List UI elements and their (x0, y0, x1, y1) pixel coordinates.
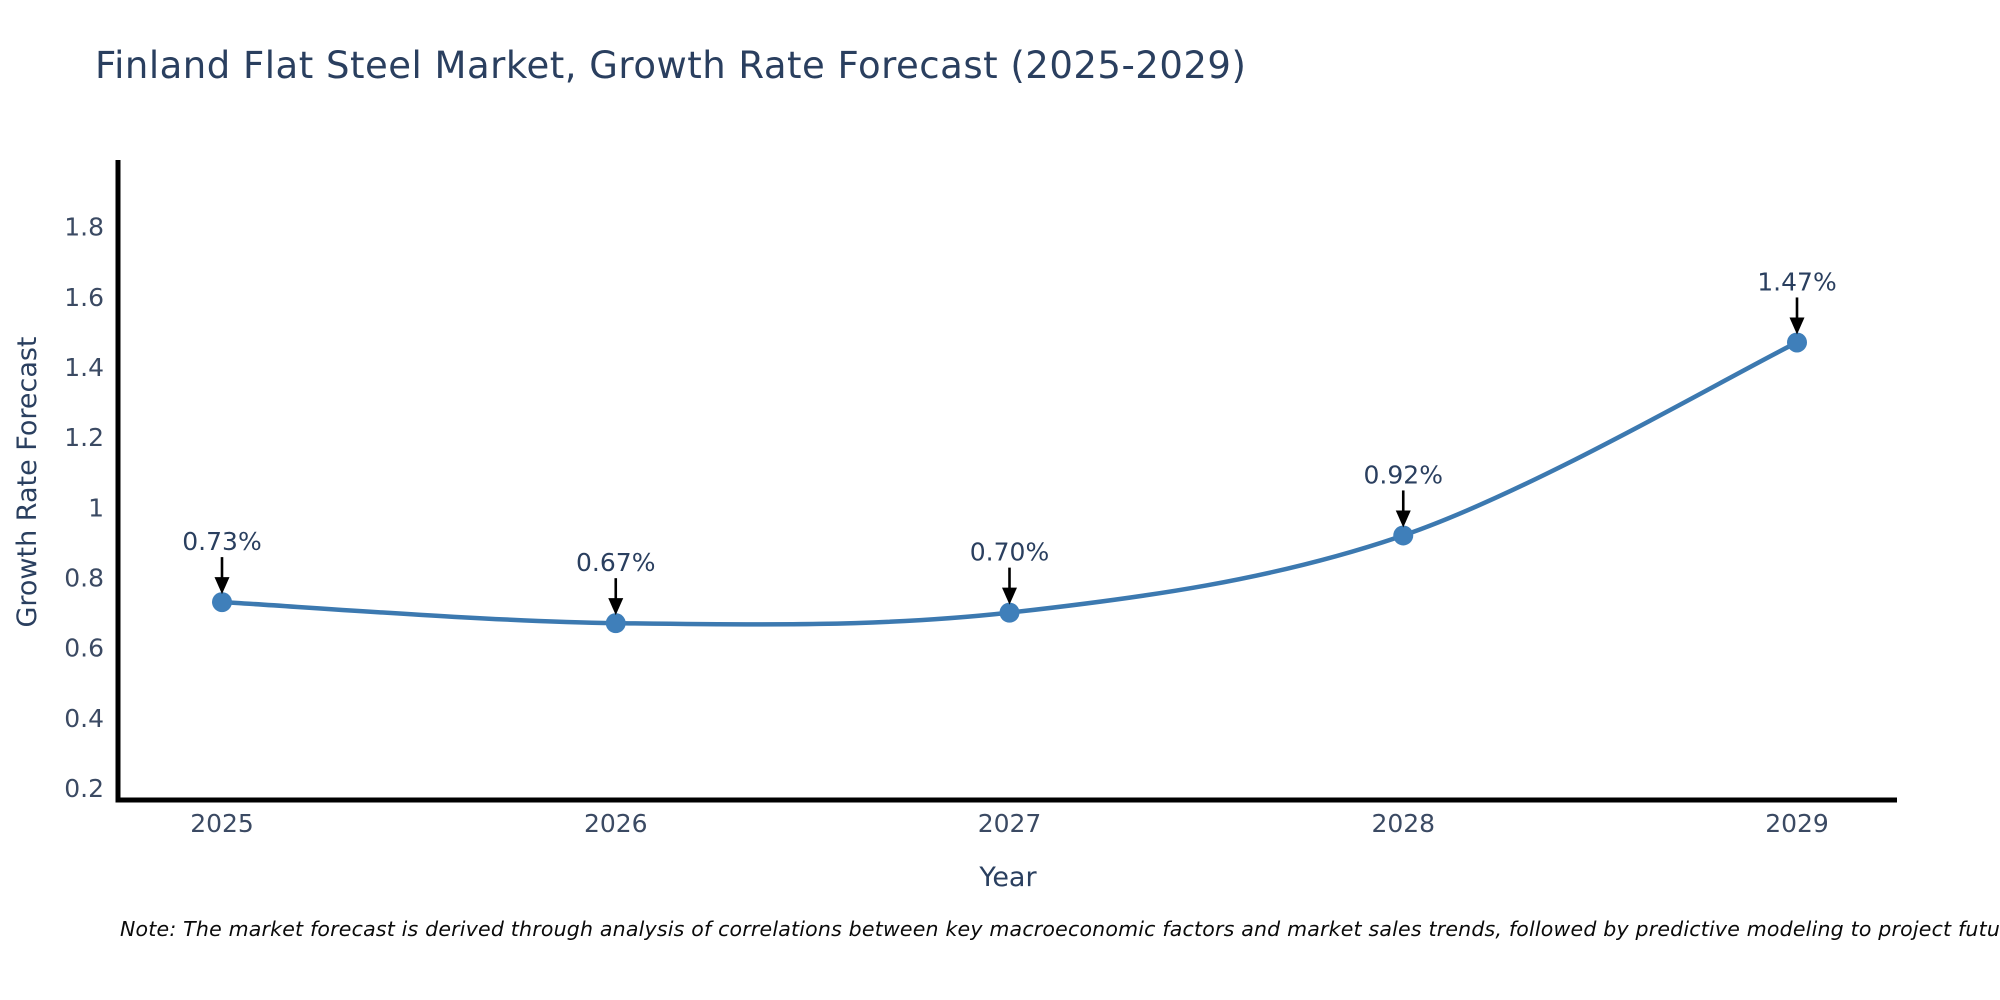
data-point-marker (605, 613, 626, 634)
annotation-arrowhead (214, 577, 230, 595)
data-point-marker (212, 592, 232, 613)
data-point-label: 0.70% (970, 538, 1049, 567)
y-tick-label: 0.8 (64, 564, 104, 593)
data-point-label: 0.92% (1364, 460, 1443, 489)
x-tick-label: 2027 (978, 809, 1042, 838)
x-axis-title: Year (978, 862, 1037, 893)
y-axis-title: Growth Rate Forecast (12, 336, 43, 627)
chart-title: Finland Flat Steel Market, Growth Rate F… (95, 44, 1247, 87)
annotation-arrowhead (1002, 587, 1017, 605)
annotation-arrowhead (1789, 317, 1805, 335)
y-tick-label: 1.2 (64, 423, 104, 452)
data-point-marker (1393, 525, 1414, 546)
annotation-arrowhead (608, 598, 624, 616)
y-tick-label: 1.6 (64, 283, 104, 312)
y-tick-label: 1 (88, 493, 104, 522)
x-tick-label: 2025 (190, 809, 254, 838)
y-tick-label: 1.4 (64, 353, 104, 382)
x-tick-label: 2029 (1765, 809, 1829, 838)
x-tick-label: 2028 (1371, 809, 1435, 838)
data-point-label: 0.73% (182, 527, 261, 556)
data-point-label: 1.47% (1757, 267, 1836, 296)
x-tick-label: 2026 (584, 809, 648, 838)
data-point-marker (999, 602, 1020, 623)
annotation-arrowhead (1395, 510, 1411, 528)
y-tick-label: 0.6 (64, 634, 104, 663)
y-tick-label: 1.8 (64, 213, 104, 242)
data-point-marker (1787, 332, 1807, 353)
footnote: Note: The market forecast is derived thr… (120, 917, 2000, 941)
y-tick-label: 0.2 (64, 774, 104, 803)
y-tick-label: 0.4 (64, 704, 104, 733)
data-point-label: 0.67% (576, 548, 655, 577)
